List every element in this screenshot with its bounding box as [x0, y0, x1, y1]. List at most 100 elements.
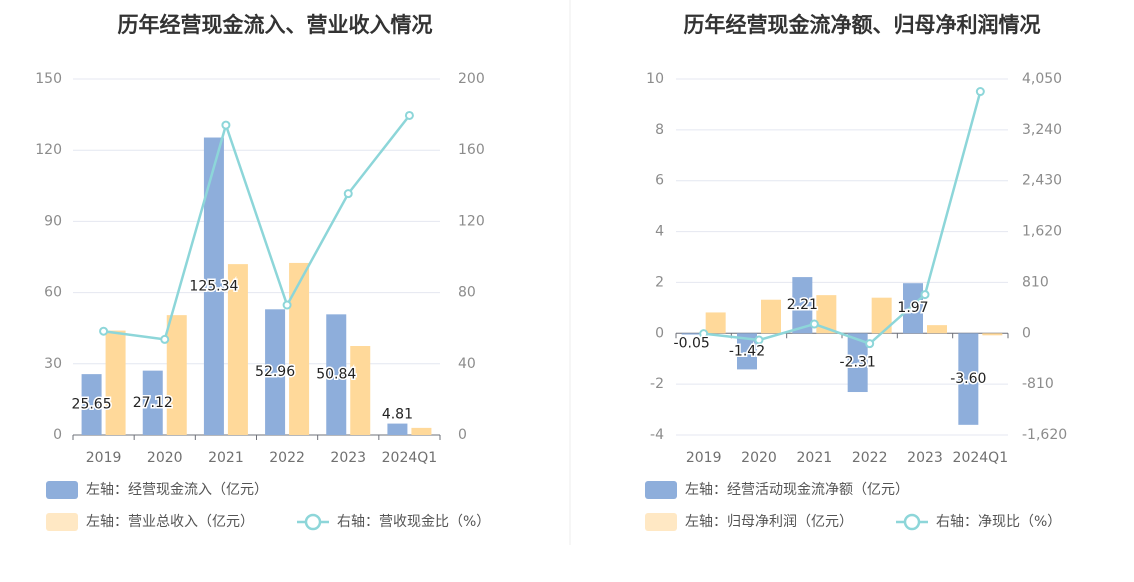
legend-marker [903, 513, 921, 531]
left-axis: -4 -2 0 2 4 6 8 10 [646, 71, 1008, 443]
left-tick-label: -2 [650, 376, 664, 392]
legend-item: 左轴：经营活动现金流净额（亿元） [645, 481, 909, 499]
line-point [221, 120, 231, 130]
legend-label: 左轴：经营现金流入（亿元） [86, 482, 268, 498]
x-tick-label: 2019 [86, 450, 122, 466]
line-point [99, 326, 109, 336]
x-tick-label: 2023 [907, 450, 943, 466]
x-tick-label: 2021 [797, 450, 833, 466]
bar [792, 277, 813, 334]
line-point [975, 87, 985, 97]
x-axis: 2019 2020 2021 2022 2023 2024Q1 [72, 435, 441, 466]
left-tick-label: 60 [44, 285, 62, 301]
legend-item: 右轴：营收现金比（%） [297, 513, 490, 531]
bar [927, 325, 947, 334]
bar [166, 315, 187, 435]
legend-item: 左轴：经营现金流入（亿元） [46, 481, 268, 499]
line-point [404, 110, 414, 120]
bar [411, 427, 432, 435]
legend-swatch [46, 513, 78, 531]
x-tick-label: 2024Q1 [953, 450, 1009, 466]
line-point [282, 300, 292, 310]
line-point [920, 290, 930, 300]
data-label: 25.65 [72, 397, 112, 413]
data-label: 1.97 [897, 300, 928, 316]
bar-series-1 [681, 277, 979, 425]
legend-label: 左轴：归母净利润（亿元） [685, 513, 853, 530]
x-tick-label: 2022 [269, 450, 305, 466]
left-tick-label: 6 [655, 173, 664, 189]
right-tick-label: 810 [1022, 274, 1049, 290]
data-label: -2.31 [840, 355, 876, 371]
right-tick-label: 2,430 [1022, 173, 1062, 189]
bar [203, 137, 224, 435]
bar [761, 299, 781, 334]
x-tick-label: 2024Q1 [382, 450, 438, 466]
legend-swatch [46, 481, 78, 499]
left-tick-label: 8 [655, 122, 664, 138]
bar [681, 333, 702, 335]
series-line [103, 114, 411, 341]
bar [81, 374, 102, 435]
left-tick-label: 120 [35, 142, 62, 158]
bar [871, 297, 892, 334]
bar-series-2 [105, 262, 432, 435]
legend-marker [304, 513, 322, 531]
bar [737, 333, 757, 370]
left-tick-label: 0 [655, 325, 664, 341]
legend-swatch [645, 513, 677, 531]
bar [847, 333, 868, 393]
data-labels: 25.65 27.12 125.34 52.96 50.84 4.81 [70, 277, 414, 424]
bar [903, 283, 923, 334]
right-tick-label: 4,050 [1022, 71, 1062, 87]
left-tick-label: 0 [53, 427, 62, 443]
legend-label: 右轴：净现比（%） [936, 514, 1061, 530]
legend: 左轴：经营现金流入（亿元） 左轴：营业总收入（亿元） 右轴：营收现金比（%） [46, 481, 490, 531]
x-tick-label: 2019 [686, 450, 722, 466]
chart-title: 历年经营现金流入、营业收入情况 [118, 13, 433, 37]
data-label: 27.12 [133, 395, 173, 411]
right-tick-label: 40 [458, 356, 476, 372]
data-label: 50.84 [316, 367, 356, 383]
line-point [343, 189, 353, 199]
x-axis: 2019 2020 2021 2022 2023 2024Q1 [675, 333, 1009, 466]
x-tick-label: 2021 [208, 450, 244, 466]
line-series [699, 87, 985, 349]
data-label: -0.05 [674, 336, 710, 352]
right-tick-label: 1,620 [1022, 224, 1062, 240]
legend-item: 左轴：归母净利润（亿元） [645, 513, 853, 531]
line-point [160, 334, 170, 344]
left-tick-label: 30 [44, 356, 62, 372]
bar [705, 312, 726, 334]
line-series [99, 110, 414, 344]
legend-item: 左轴：营业总收入（亿元） [46, 513, 254, 531]
bar [227, 264, 248, 435]
bar-series-2 [705, 295, 1003, 336]
bar [142, 370, 163, 435]
line-point [699, 329, 709, 339]
bar [350, 346, 371, 435]
bar [326, 314, 347, 435]
right-tick-label: 0 [1022, 325, 1031, 341]
right-tick-label: -1,620 [1022, 427, 1067, 443]
series-line [703, 91, 982, 346]
bar [289, 262, 310, 435]
left-tick-label: 4 [655, 224, 664, 240]
legend-item: 右轴：净现比（%） [896, 513, 1061, 531]
right-tick-label: 160 [458, 142, 485, 158]
legend-swatch [645, 481, 677, 499]
left-tick-label: 150 [35, 71, 62, 87]
left-tick-label: 10 [646, 71, 664, 87]
data-label: 52.96 [255, 364, 295, 380]
bar [387, 423, 408, 435]
chart-1: 历年经营现金流入、营业收入情况 0 30 60 90 120 150 0 40 80 120 160 2… [35, 13, 490, 531]
chart-title: 历年经营现金流净额、归母净利润情况 [684, 13, 1041, 37]
data-label: -1.42 [729, 343, 765, 359]
right-tick-label: 3,240 [1022, 122, 1062, 138]
legend-label: 左轴：营业总收入（亿元） [86, 514, 254, 530]
legend-label: 右轴：营收现金比（%） [337, 514, 490, 530]
x-tick-label: 2022 [852, 450, 888, 466]
left-tick-label: 2 [655, 274, 664, 290]
right-axis: 0 40 80 120 160 200 [458, 71, 485, 443]
